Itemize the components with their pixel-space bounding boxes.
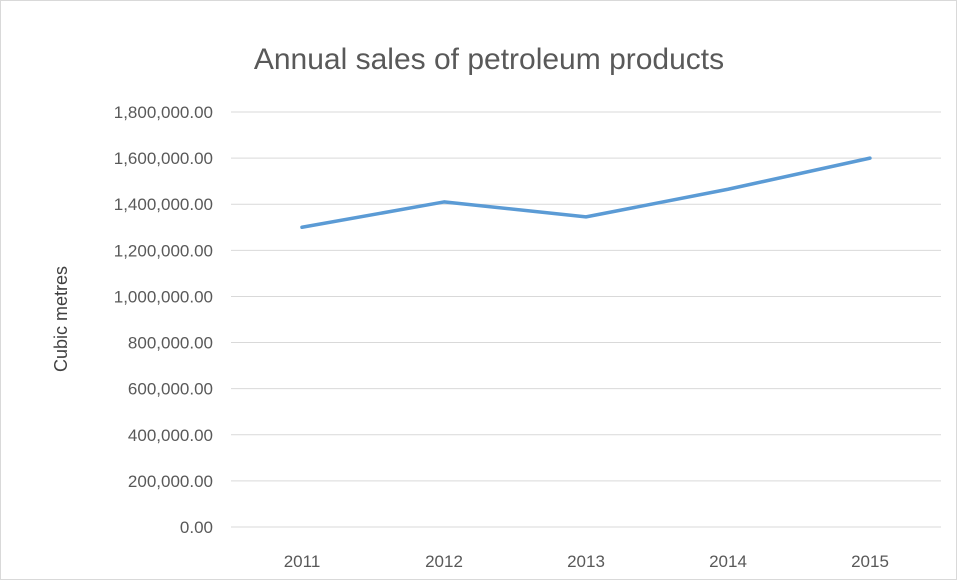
y-axis-label: Cubic metres	[51, 266, 71, 372]
y-tick-label: 0.00	[180, 518, 213, 537]
x-axis-ticks: 2011 2012 2013 2014 2015	[284, 552, 889, 571]
x-tick-label: 2013	[567, 552, 605, 571]
series-line	[300, 156, 872, 230]
x-tick-label: 2012	[425, 552, 463, 571]
y-tick-label: 1,800,000.00	[114, 103, 213, 122]
y-tick-label: 800,000.00	[128, 334, 213, 353]
y-tick-label: 1,400,000.00	[114, 195, 213, 214]
gridlines	[231, 111, 941, 528]
series-layer	[300, 156, 872, 230]
x-tick-label: 2011	[284, 552, 321, 571]
y-tick-label: 600,000.00	[128, 380, 213, 399]
y-tick-label: 200,000.00	[128, 472, 213, 491]
x-tick-label: 2014	[709, 552, 747, 571]
x-tick-label: 2015	[851, 552, 889, 571]
y-axis-ticks: 0.00 200,000.00 400,000.00 600,000.00 800,00…	[114, 103, 213, 537]
y-tick-label: 1,200,000.00	[114, 241, 213, 260]
y-tick-label: 1,600,000.00	[114, 149, 213, 168]
y-tick-label: 1,000,000.00	[114, 287, 213, 306]
chart-title: Annual sales of petroleum products	[254, 43, 724, 76]
y-tick-label: 400,000.00	[128, 426, 213, 445]
